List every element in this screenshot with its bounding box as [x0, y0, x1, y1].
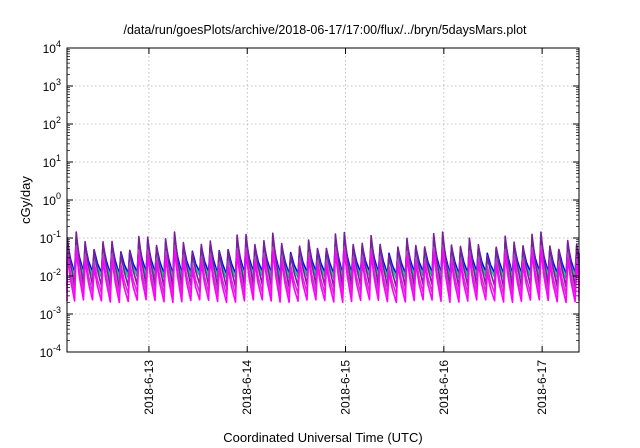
y-axis-ticks: 10-4 10-3 10-2 10-1 100 101 102 103 104	[40, 39, 579, 360]
x-tick-label: 2018-6-13	[142, 360, 156, 415]
y-axis-label: cGy/day	[18, 176, 33, 224]
y-tick-label: 101	[43, 153, 61, 170]
y-tick-label: 10-3	[40, 305, 61, 322]
y-tick-label: 10-1	[40, 229, 61, 246]
data-series	[66, 250, 580, 304]
y-tick-label: 104	[43, 39, 61, 56]
x-axis-label: Coordinated Universal Time (UTC)	[223, 430, 422, 445]
series-line	[66, 250, 580, 304]
y-tick-label: 100	[43, 191, 61, 208]
x-tick-label: 2018-6-17	[535, 360, 549, 415]
y-tick-label: 102	[43, 115, 61, 132]
y-tick-label: 10-4	[40, 343, 61, 360]
x-axis-ticks: 2018-6-13 2018-6-14 2018-6-15 2018-6-16 2018…	[142, 48, 549, 415]
y-tick-label: 103	[43, 77, 61, 94]
series-layer	[66, 231, 580, 304]
x-tick-label: 2018-6-15	[339, 360, 353, 415]
x-tick-label: 2018-6-16	[437, 360, 451, 415]
chart-title: /data/run/goesPlots/archive/2018-06-17/1…	[123, 23, 527, 37]
x-tick-label: 2018-6-14	[240, 360, 254, 415]
y-tick-label: 10-2	[40, 267, 61, 284]
